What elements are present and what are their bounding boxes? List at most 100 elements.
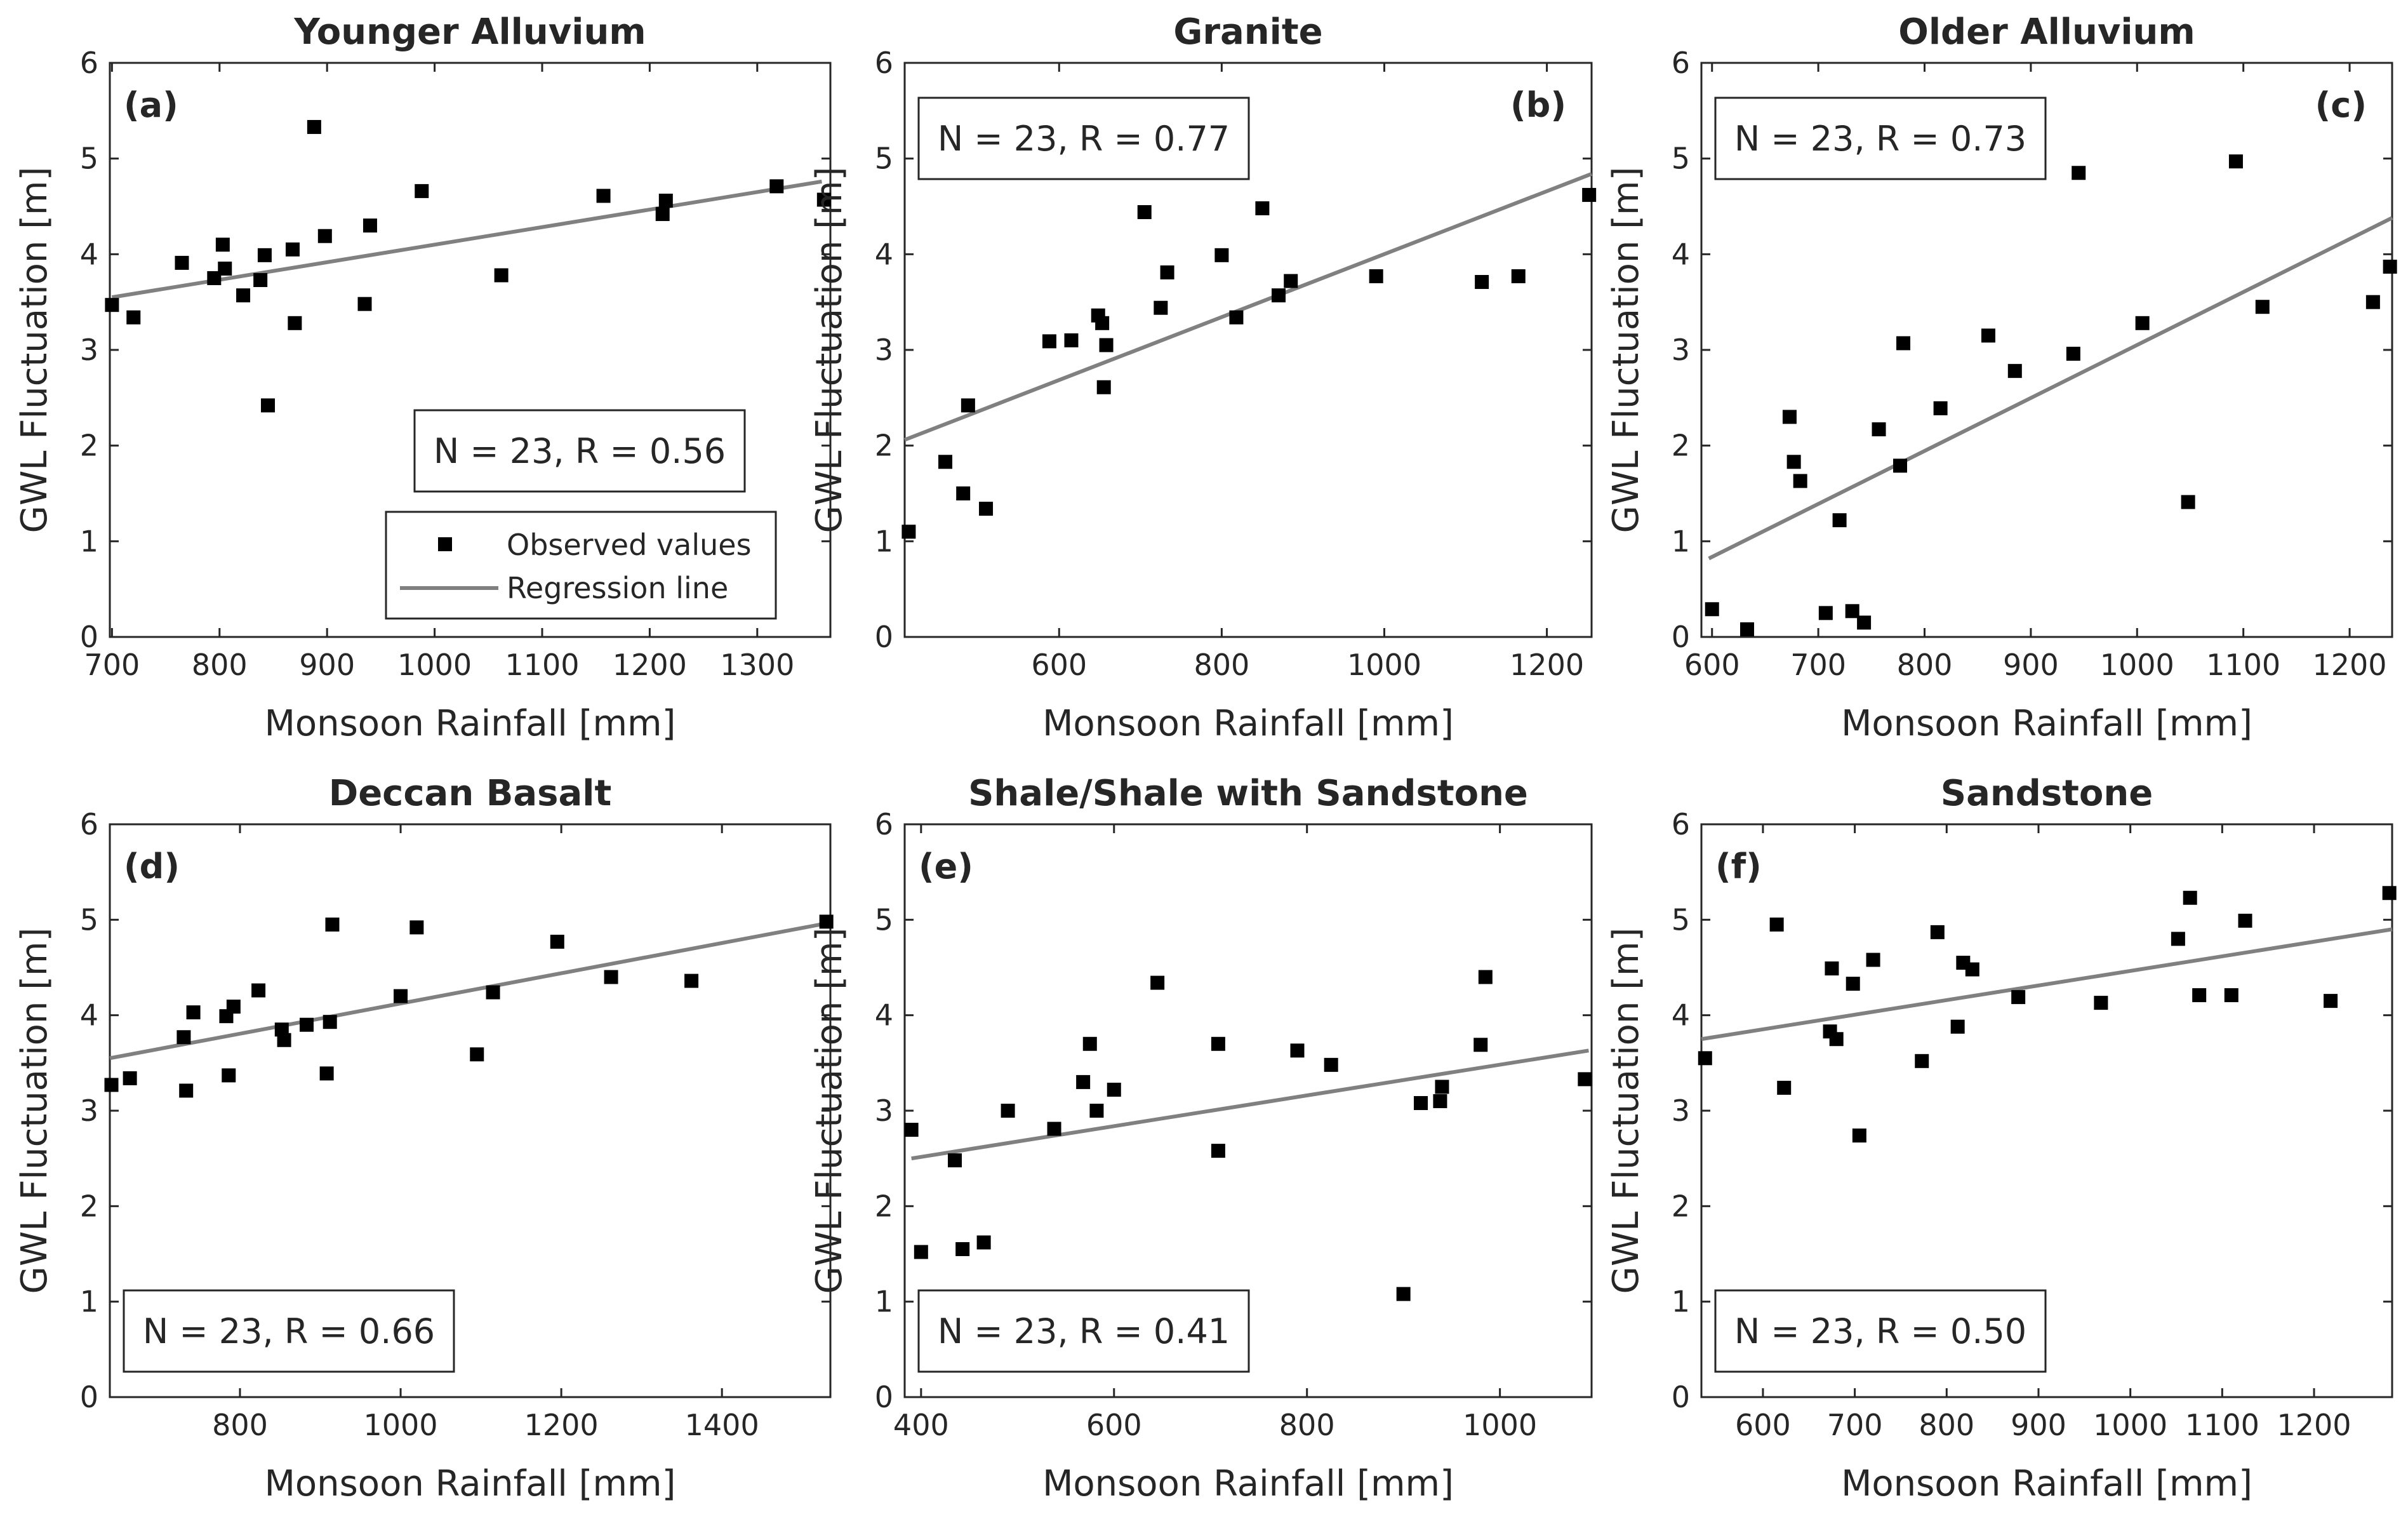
y-tick-label: 5 [875, 142, 893, 176]
data-point [1832, 513, 1847, 528]
data-point [1107, 1082, 1121, 1097]
x-tick-label: 800 [192, 648, 248, 682]
data-point [1511, 269, 1526, 283]
data-point [1433, 1094, 1447, 1108]
data-point [1414, 1095, 1428, 1110]
chart-title: Younger Alluvium [293, 11, 646, 53]
data-point [494, 268, 509, 283]
stat-text: N = 23, R = 0.66 [143, 1311, 435, 1351]
y-axis-label: GWL Fluctuation [m] [809, 928, 850, 1294]
panel-label: (c) [2315, 85, 2367, 125]
data-point [288, 316, 302, 330]
data-point [1852, 1128, 1866, 1143]
y-tick-label: 2 [80, 1189, 98, 1223]
y-tick-label: 1 [875, 1285, 893, 1319]
data-point [1096, 380, 1111, 394]
data-point [2072, 166, 2086, 180]
data-point [2192, 988, 2207, 1003]
data-point [1893, 459, 1908, 473]
data-point [176, 1030, 191, 1045]
data-point [1229, 310, 1244, 325]
data-point [1473, 1038, 1488, 1052]
data-point [684, 974, 699, 988]
data-point [914, 1245, 928, 1259]
data-point [1369, 269, 1383, 283]
x-tick-label: 1200 [2277, 1408, 2351, 1442]
x-axis-label: Monsoon Rainfall [mm] [1841, 1463, 2252, 1504]
data-point [104, 1078, 119, 1092]
data-point [1150, 975, 1165, 990]
data-point [486, 985, 500, 1000]
chart-title: Shale/Shale with Sandstone [968, 773, 1528, 814]
y-tick-label: 0 [875, 620, 893, 654]
x-tick-label: 600 [1086, 1408, 1142, 1442]
data-point [1089, 1104, 1104, 1118]
y-tick-label: 5 [80, 142, 98, 176]
x-tick-label: 1000 [364, 1408, 438, 1442]
regression-line [1708, 216, 2393, 561]
data-point [2183, 890, 2197, 905]
y-tick-label: 2 [875, 429, 893, 463]
y-tick-label: 4 [80, 998, 98, 1033]
stat-box [917, 1289, 1250, 1373]
y-tick-label: 5 [80, 902, 98, 937]
data-point [904, 1123, 919, 1137]
data-point [938, 455, 953, 469]
panel-label: (e) [919, 847, 973, 887]
stat-text: N = 23, R = 0.41 [938, 1311, 1230, 1351]
data-point [251, 983, 266, 998]
data-point [2007, 364, 2022, 378]
regression-line [111, 179, 822, 300]
data-point [1739, 622, 1754, 636]
data-point [1137, 205, 1152, 220]
y-tick-label: 4 [1672, 237, 1690, 271]
y-tick-label: 5 [1672, 142, 1690, 176]
data-point [2255, 300, 2270, 314]
chart-panel-2: 600 800 1000 1200 0 1 2 3 4 5 6 Granite Monsoon Rain… [809, 11, 1597, 744]
data-point [2238, 913, 2252, 928]
data-point [409, 920, 424, 935]
y-tick-label: 6 [80, 807, 98, 841]
x-tick-label: 700 [1790, 648, 1846, 682]
data-point [105, 298, 119, 312]
x-axis-label: Monsoon Rainfall [mm] [265, 703, 676, 744]
data-point [819, 914, 834, 929]
data-point [323, 1015, 337, 1029]
data-point [955, 1242, 970, 1256]
data-point [976, 1235, 991, 1250]
x-tick-label: 600 [1031, 648, 1087, 682]
y-tick-label: 6 [875, 807, 893, 841]
stat-box [413, 409, 746, 493]
x-tick-label: 900 [2011, 1408, 2066, 1442]
data-point [319, 1066, 334, 1081]
data-point [596, 189, 611, 203]
stat-text: N = 23, R = 0.77 [938, 119, 1230, 159]
x-tick-label: 700 [84, 648, 140, 682]
data-point [816, 192, 831, 207]
y-tick-label: 0 [80, 620, 98, 654]
data-point [218, 261, 232, 276]
data-point [1324, 1057, 1338, 1072]
data-point [1829, 1032, 1844, 1047]
y-tick-label: 3 [875, 1094, 893, 1128]
data-point [470, 1047, 484, 1062]
y-tick-label: 4 [875, 998, 893, 1033]
data-point [277, 1033, 291, 1047]
data-point [2224, 988, 2238, 1003]
x-tick-label: 1000 [2093, 1408, 2167, 1442]
data-point [261, 398, 276, 413]
data-point [1950, 1019, 1965, 1034]
chart-panel-5: 400 600 800 1000 0 1 2 3 4 5 6 Shale/Shale with San… [809, 773, 1593, 1504]
y-tick-label: 6 [1672, 46, 1690, 80]
data-point [253, 273, 268, 288]
data-point [325, 917, 340, 932]
data-point [1857, 615, 1872, 630]
y-tick-label: 5 [1672, 902, 1690, 937]
data-point [1705, 602, 1719, 617]
data-point [226, 1000, 241, 1014]
x-tick-label: 800 [212, 1408, 268, 1442]
chart-panel-3: 600 700 800 900 1000 1100 1200 0 1 2 3 4 5 6 Older All… [1606, 11, 2397, 744]
data-point [394, 989, 408, 1003]
data-point [1981, 328, 1995, 343]
data-point [658, 193, 673, 208]
